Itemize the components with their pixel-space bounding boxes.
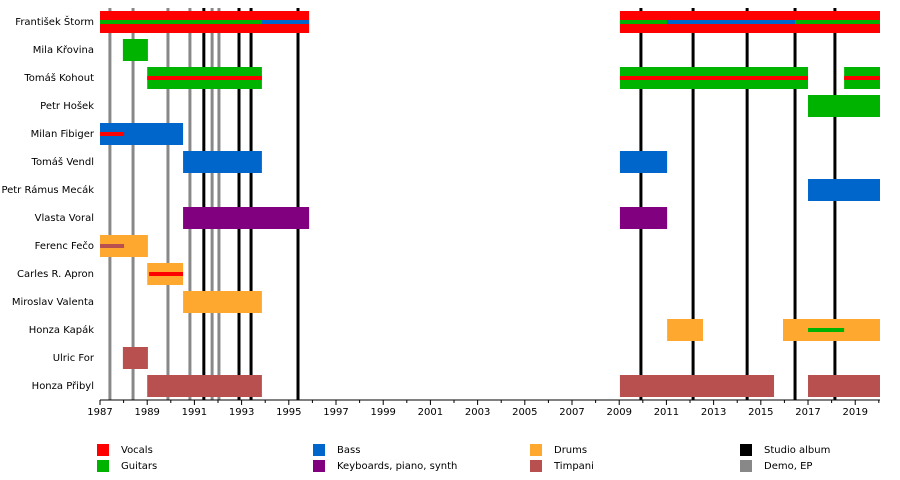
x-tick-label: 1995 bbox=[276, 407, 301, 418]
x-tick-label: 2009 bbox=[606, 407, 631, 418]
legend-label: Demo, EP bbox=[764, 461, 812, 472]
x-tick-label: 2005 bbox=[512, 407, 537, 418]
x-tick-label: 2013 bbox=[701, 407, 726, 418]
member-bar bbox=[619, 375, 775, 397]
role-stripe bbox=[619, 76, 809, 80]
member-bar bbox=[619, 151, 668, 173]
legend-label: Keyboards, piano, synth bbox=[337, 461, 457, 472]
role-stripe bbox=[100, 132, 125, 136]
legend-swatch bbox=[97, 444, 109, 456]
member-label: Ferenc Fečo bbox=[35, 240, 94, 252]
legend-swatch bbox=[313, 444, 325, 456]
member-bar bbox=[122, 347, 148, 369]
member-label: Petr Hošek bbox=[40, 100, 94, 112]
member-bar bbox=[100, 123, 184, 145]
member-bar bbox=[183, 291, 262, 313]
member-bar bbox=[183, 151, 262, 173]
x-tick-label: 2019 bbox=[842, 407, 867, 418]
member-label: Ulric For bbox=[53, 353, 95, 364]
member-label: Tomáš Vendl bbox=[31, 156, 94, 168]
legend-swatch bbox=[530, 460, 542, 472]
legend-label: Studio album bbox=[764, 445, 830, 456]
x-tick-label: 2003 bbox=[465, 407, 490, 418]
role-stripe bbox=[844, 76, 880, 80]
x-tick-label: 2011 bbox=[654, 407, 679, 418]
legend-swatch bbox=[740, 460, 752, 472]
x-tick-label: 1997 bbox=[323, 407, 348, 418]
x-tick-label: 1989 bbox=[134, 407, 159, 418]
member-label: František Štorm bbox=[15, 15, 94, 28]
role-stripe bbox=[667, 20, 796, 24]
role-stripe bbox=[808, 328, 845, 332]
legend-label: Drums bbox=[554, 445, 587, 456]
legend-label: Guitars bbox=[121, 461, 157, 472]
role-stripe bbox=[149, 272, 184, 276]
legend-swatch bbox=[530, 444, 542, 456]
role-stripe bbox=[147, 76, 262, 80]
x-tick-label: 2001 bbox=[418, 407, 443, 418]
x-tick-label: 1987 bbox=[87, 407, 112, 418]
member-label: Tomáš Kohout bbox=[23, 72, 94, 84]
member-bar bbox=[808, 95, 880, 117]
x-tick-label: 1999 bbox=[370, 407, 395, 418]
x-tick-label: 1991 bbox=[182, 407, 207, 418]
member-label: Honza Přibyl bbox=[32, 380, 94, 392]
member-label: Milan Fibiger bbox=[31, 129, 95, 140]
x-tick-label: 2007 bbox=[559, 407, 584, 418]
member-label: Vlasta Voral bbox=[35, 213, 94, 224]
role-stripe bbox=[261, 20, 310, 24]
member-bar bbox=[122, 39, 148, 61]
member-bar bbox=[619, 207, 668, 229]
member-label: Petr Rámus Mecák bbox=[1, 184, 94, 196]
member-bar bbox=[808, 179, 880, 201]
legend-swatch bbox=[740, 444, 752, 456]
member-label: Carles R. Apron bbox=[17, 269, 94, 280]
x-tick-label: 1993 bbox=[229, 407, 254, 418]
role-stripe bbox=[100, 244, 125, 248]
member-bar bbox=[147, 375, 262, 397]
member-bar bbox=[808, 375, 880, 397]
member-bar bbox=[667, 319, 703, 341]
member-label: Honza Kapák bbox=[29, 324, 95, 336]
member-label: Mila Křovina bbox=[33, 44, 94, 56]
member-label: Miroslav Valenta bbox=[12, 297, 94, 308]
role-stripe bbox=[100, 20, 310, 24]
legend-label: Timpani bbox=[553, 461, 594, 472]
legend-label: Bass bbox=[337, 445, 360, 456]
legend-swatch bbox=[313, 460, 325, 472]
legend-label: Vocals bbox=[121, 445, 153, 456]
x-tick-label: 2015 bbox=[748, 407, 773, 418]
legend-swatch bbox=[97, 460, 109, 472]
x-tick-label: 2017 bbox=[795, 407, 820, 418]
member-bar bbox=[183, 207, 310, 229]
